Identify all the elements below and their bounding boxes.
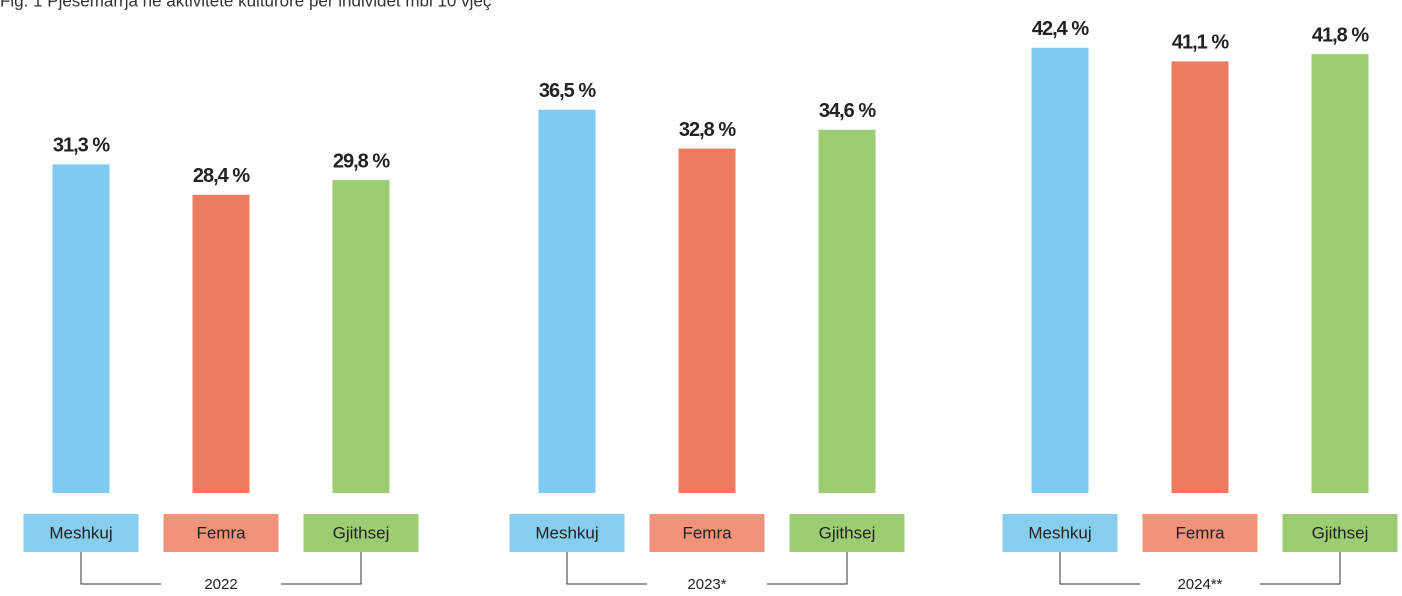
group-label: 2023* [687,576,726,593]
group-label: 2022 [204,576,237,593]
bar [1311,54,1369,493]
bar [1031,47,1089,494]
legend-box [303,514,419,552]
legend-box [23,514,139,552]
value-label: 31,3 % [53,135,110,157]
group-label: 2024** [1177,576,1222,593]
legend-box [163,514,279,552]
bracket-left [80,552,161,585]
bar [332,180,390,493]
legend-label: Meshkuj [535,523,598,542]
legend-label: Gjithsej [819,523,876,542]
legend-box [649,514,765,552]
bar [818,129,876,493]
bar [52,164,110,493]
bracket-left [1059,552,1140,585]
legend-box [1002,514,1118,552]
value-label: 29,8 % [333,150,390,172]
bar [192,194,250,494]
bar [538,109,596,493]
legend-label: Meshkuj [49,523,112,542]
legend-label: Femra [196,523,246,542]
legend-label: Femra [682,523,732,542]
value-label: 32,8 % [679,119,736,141]
legend-label: Gjithsej [1312,523,1369,542]
legend-box [509,514,625,552]
bracket-right [767,552,848,585]
value-label: 36,5 % [539,80,596,102]
legend-label: Meshkuj [1028,523,1091,542]
bracket-left [566,552,647,585]
value-label: 42,4 % [1032,18,1089,40]
legend-box [1282,514,1398,552]
value-label: 34,6 % [819,100,876,122]
value-label: 28,4 % [193,165,250,187]
legend-box [789,514,905,552]
legend-label: Femra [1175,523,1225,542]
bracket-right [281,552,362,585]
bar [678,148,736,493]
bracket-right [1260,552,1341,585]
chart-title: Fig. 1 Pjesëmarrja në aktivitete kulturo… [0,0,492,10]
legend-label: Gjithsej [333,523,390,542]
bar [1171,61,1229,493]
value-label: 41,8 % [1312,24,1369,46]
legend-box [1142,514,1258,552]
value-label: 41,1 % [1172,32,1229,54]
